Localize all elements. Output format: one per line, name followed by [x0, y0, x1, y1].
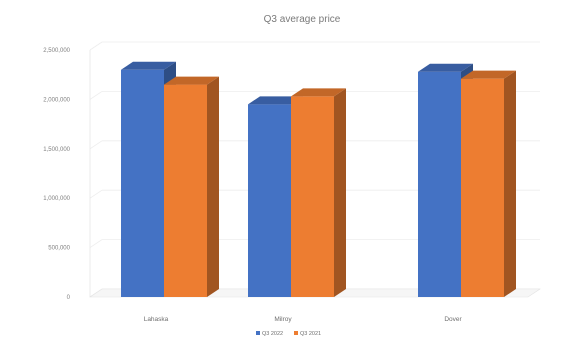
bar-side — [504, 70, 516, 297]
x-category-label: Lahaska — [144, 316, 169, 323]
bar — [291, 88, 346, 297]
legend-swatch — [294, 331, 298, 335]
y-tick-label: 2,500,000 — [43, 48, 70, 54]
legend-label: Q3 2022 — [262, 331, 283, 337]
bar-layer — [121, 61, 516, 298]
gridline-side — [89, 239, 103, 248]
y-tick-label: 500,000 — [48, 246, 70, 252]
bar-top — [121, 61, 176, 70]
bar-front — [291, 96, 334, 297]
gridline-side — [89, 41, 103, 51]
legend-swatch — [256, 331, 260, 335]
x-category-label: Milroy — [274, 316, 292, 323]
bar-side — [334, 88, 346, 297]
bar-top — [248, 96, 303, 105]
gridline-side — [89, 140, 103, 150]
x-category-label: Dover — [444, 316, 462, 323]
bar — [461, 70, 516, 297]
gridline-side — [89, 91, 103, 100]
bar-front — [248, 104, 291, 297]
chart-title: Q3 average price — [264, 14, 341, 25]
y-tick-label: 2,000,000 — [43, 97, 70, 103]
bar-side — [207, 76, 219, 297]
bar-front — [418, 71, 461, 298]
bar-front — [461, 78, 504, 297]
y-tick-label: 1,000,000 — [43, 196, 70, 202]
bar-top — [418, 63, 473, 72]
bar-top — [461, 70, 516, 79]
label-layer: 0 500,000 1,000,000 1,500,000 2,000,000 2,500… — [43, 48, 462, 323]
bar — [164, 76, 219, 297]
legend-label: Q3 2021 — [300, 331, 321, 337]
bar-front — [121, 69, 164, 297]
y-tick-label: 0 — [67, 295, 71, 301]
bar-top — [291, 88, 346, 97]
y-tick-label: 1,500,000 — [43, 147, 70, 153]
bar-front — [164, 84, 207, 297]
bar-top — [164, 76, 219, 85]
gridline-side — [89, 189, 103, 199]
legend: Q3 2022 Q3 2021 — [256, 331, 321, 337]
